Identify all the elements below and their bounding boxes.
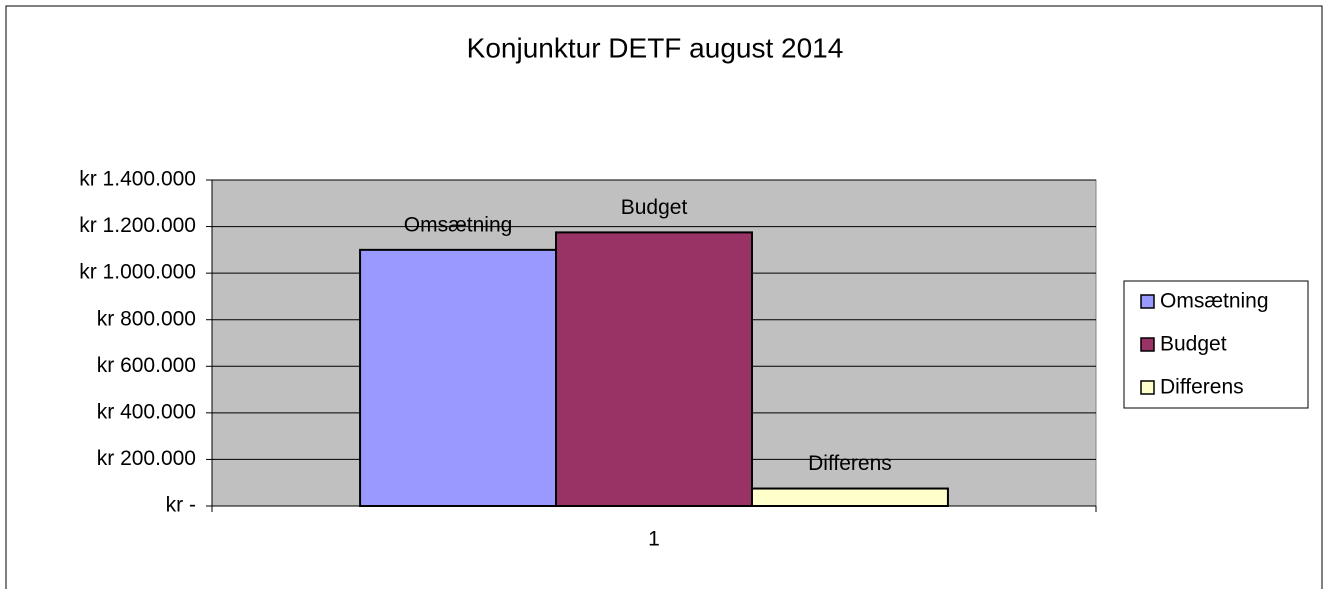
y-tick-label: kr 800.000 <box>97 307 196 330</box>
y-tick-label: kr 200.000 <box>97 447 196 470</box>
y-tick-label: kr 600.000 <box>97 354 196 377</box>
data-label: Differens <box>808 452 892 475</box>
bar <box>359 248 558 507</box>
y-tick-label: kr 1.000.000 <box>79 261 196 284</box>
y-tick-label: kr 400.000 <box>97 400 196 423</box>
chart-title: Konjunktur DETF august 2014 <box>467 32 844 63</box>
x-tick-label: 1 <box>648 528 660 551</box>
bar <box>555 231 753 507</box>
y-tick-label: kr 1.200.000 <box>79 214 196 237</box>
legend-swatch <box>1140 294 1155 309</box>
y-tick-label: kr - <box>166 494 196 517</box>
legend-swatch <box>1140 380 1155 395</box>
legend-label: Budget <box>1160 333 1227 356</box>
y-tick-label: kr 1.400.000 <box>79 168 196 191</box>
legend-swatch <box>1140 337 1155 352</box>
legend-label: Omsætning <box>1160 290 1269 313</box>
data-label: Budget <box>621 196 688 219</box>
data-label: Omsætning <box>404 213 513 236</box>
legend-label: Differens <box>1160 376 1244 399</box>
bar <box>750 487 949 507</box>
